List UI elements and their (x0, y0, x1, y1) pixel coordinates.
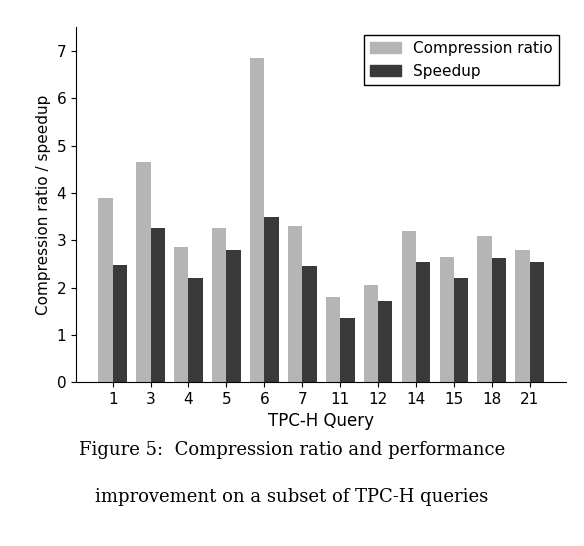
Bar (478, 235, 492, 382)
Bar (530, 262, 544, 382)
Bar (440, 257, 454, 382)
X-axis label: TPC-H Query: TPC-H Query (268, 412, 374, 430)
Bar (492, 258, 506, 382)
Bar (378, 301, 392, 382)
Bar (454, 278, 468, 382)
Text: Figure 5:  Compression ratio and performance: Figure 5: Compression ratio and performa… (79, 442, 505, 459)
Bar (340, 318, 354, 382)
Legend: Compression ratio, Speedup: Compression ratio, Speedup (364, 35, 559, 85)
Bar (98, 198, 113, 382)
Bar (113, 265, 127, 382)
Bar (364, 285, 378, 382)
Bar (227, 250, 241, 382)
Bar (416, 262, 430, 382)
Bar (174, 247, 189, 382)
Bar (515, 250, 530, 382)
Bar (326, 297, 340, 382)
Bar (136, 162, 151, 382)
Bar (402, 231, 416, 382)
Y-axis label: Compression ratio / speedup: Compression ratio / speedup (36, 94, 51, 315)
Text: improvement on a subset of TPC-H queries: improvement on a subset of TPC-H queries (95, 488, 489, 506)
Bar (265, 217, 279, 382)
Bar (288, 226, 303, 382)
Bar (151, 228, 165, 382)
Bar (189, 278, 203, 382)
Bar (250, 58, 265, 382)
Bar (212, 228, 227, 382)
Bar (303, 266, 317, 382)
